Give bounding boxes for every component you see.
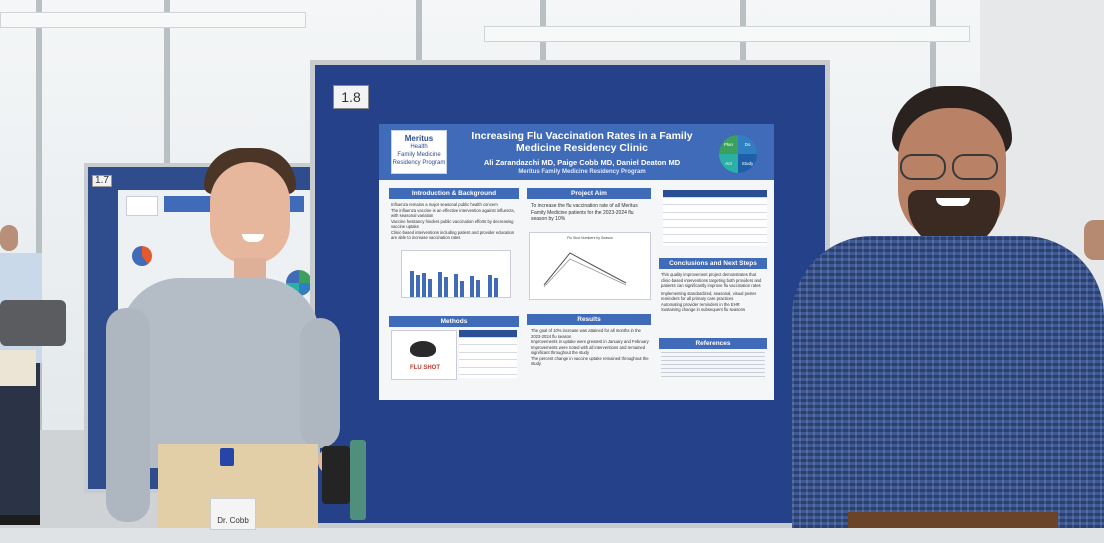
methods-table bbox=[459, 330, 517, 378]
lanyard-clip bbox=[220, 448, 234, 466]
research-poster: Meritus Health Family Medicine Residency… bbox=[379, 124, 774, 400]
references-text bbox=[661, 352, 765, 380]
pdsa-cycle-icon: Plan Do Act Study bbox=[719, 135, 757, 173]
results-table bbox=[663, 190, 767, 246]
phone bbox=[350, 440, 366, 520]
paper bbox=[0, 350, 36, 386]
flu-shot-graphic: FLU SHOT bbox=[391, 330, 457, 380]
meritus-logo: Meritus Health Family Medicine Residency… bbox=[391, 130, 447, 174]
poster-authors: Ali Zarandazchi MD, Paige Cobb MD, Danie… bbox=[483, 158, 681, 167]
conclusions-text: This quality improvement project demonst… bbox=[661, 272, 762, 312]
intro-heading: Introduction & Background bbox=[389, 188, 519, 199]
aim-heading: Project Aim bbox=[527, 188, 651, 199]
left-board-number: 1.7 bbox=[92, 175, 112, 187]
background-person-arm bbox=[0, 300, 66, 346]
pdsa-plan: Plan bbox=[719, 135, 738, 154]
background-person-right bbox=[1084, 220, 1104, 260]
pdsa-do: Do bbox=[738, 135, 757, 154]
poster-program: Meritus Family Medicine Residency Progra… bbox=[518, 169, 646, 175]
aim-text: To increase the flu vaccination rate of … bbox=[531, 203, 638, 222]
line-chart: Flu Shot Numbers by Season bbox=[529, 232, 651, 300]
belt bbox=[848, 512, 1058, 528]
line-chart-title: Flu Shot Numbers by Season bbox=[567, 236, 613, 240]
board-number: 1.8 bbox=[333, 85, 369, 109]
logo-program: Family Medicine Residency Program bbox=[392, 152, 446, 166]
methods-heading: Methods bbox=[389, 316, 519, 327]
line-chart-plot bbox=[543, 252, 627, 288]
poster-header: Meritus Health Family Medicine Residency… bbox=[379, 124, 774, 180]
plaid-shirt bbox=[792, 236, 1104, 528]
presenter-man bbox=[792, 86, 1104, 528]
intro-text: Influenza remains a major seasonal publi… bbox=[391, 202, 515, 240]
poster-title: Increasing Flu Vaccination Rates in a Fa… bbox=[471, 130, 693, 154]
presenter-woman: Dr. Cobb bbox=[100, 148, 380, 530]
drink-can bbox=[322, 446, 350, 504]
ceiling-light bbox=[484, 26, 970, 42]
results-text: The goal of 10% increase was attained fo… bbox=[531, 328, 649, 366]
results-heading: Results bbox=[527, 314, 651, 325]
glasses bbox=[900, 154, 946, 180]
logo-sub: Health bbox=[410, 144, 428, 150]
window-frame bbox=[36, 0, 42, 430]
pdsa-act: Act bbox=[719, 154, 738, 173]
id-badge: Dr. Cobb bbox=[210, 498, 256, 530]
references-heading: References bbox=[659, 338, 767, 349]
bar-chart bbox=[401, 250, 511, 298]
logo-brand: Meritus bbox=[404, 134, 434, 143]
conclusions-heading: Conclusions and Next Steps bbox=[659, 258, 767, 269]
pdsa-study: Study bbox=[738, 154, 757, 173]
ceiling-light bbox=[0, 12, 306, 28]
flu-shot-label: FLU SHOT bbox=[410, 365, 440, 371]
